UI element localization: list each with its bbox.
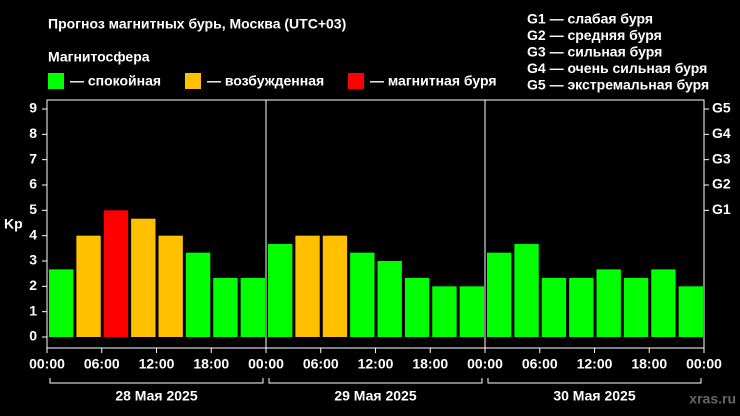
legend-label: — спокойная — [70, 73, 161, 89]
x-tick-label: 00:00 — [248, 356, 284, 372]
storm-level: G5 — экстремальная буря — [527, 77, 709, 93]
bar — [514, 244, 539, 337]
storm-level: G3 — сильная буря — [527, 44, 662, 60]
day-label: 28 Мая 2025 — [115, 388, 197, 404]
day-bracket — [487, 378, 702, 384]
x-tick-label: 18:00 — [631, 356, 667, 372]
legend-title: Магнитосфера — [48, 49, 150, 65]
y-tick-label: 0 — [29, 328, 37, 344]
y-tick-label: 8 — [29, 125, 37, 141]
bar — [459, 286, 484, 337]
x-tick-label: 12:00 — [139, 356, 175, 372]
y-tick-label: 1 — [29, 302, 37, 318]
bar — [678, 286, 703, 337]
legend-swatch — [48, 73, 64, 89]
day-bracket — [49, 378, 264, 384]
bar — [432, 286, 457, 337]
storm-level: G4 — очень сильная буря — [527, 60, 707, 76]
legend-label: — магнитная буря — [370, 73, 497, 89]
x-tick-label: 06:00 — [84, 356, 120, 372]
bar — [404, 277, 430, 337]
y2-tick-label: G2 — [712, 176, 731, 192]
chart-title: Прогноз магнитных бурь, Москва (UTC+03) — [48, 16, 346, 32]
bar — [295, 235, 320, 337]
bar — [623, 277, 649, 337]
bar — [350, 252, 375, 337]
y-tick-label: 9 — [29, 100, 37, 116]
x-tick-label: 00:00 — [467, 356, 503, 372]
y-tick-label: 5 — [29, 201, 37, 217]
bar — [569, 277, 594, 337]
legend-label: — возбужденная — [207, 73, 324, 89]
legend-swatch — [185, 73, 201, 89]
y-tick-label: 3 — [29, 252, 37, 268]
y-tick-label: 7 — [29, 150, 37, 166]
bar — [131, 218, 156, 337]
day-label: 30 Мая 2025 — [553, 388, 635, 404]
y-tick-label: 2 — [29, 277, 37, 293]
day-label: 29 Мая 2025 — [334, 388, 416, 404]
storm-level: G1 — слабая буря — [527, 11, 653, 27]
bar — [49, 269, 74, 337]
bar — [185, 252, 211, 337]
bar — [377, 261, 402, 337]
legend-swatch — [348, 73, 364, 89]
bar — [158, 235, 183, 337]
x-tick-label: 18:00 — [193, 356, 229, 372]
day-bracket — [268, 378, 483, 384]
x-tick-label: 12:00 — [358, 356, 394, 372]
y2-tick-label: G3 — [712, 150, 731, 166]
bar — [322, 235, 348, 337]
y-axis-label: Kp — [4, 216, 23, 232]
bar — [268, 244, 293, 337]
bar — [76, 235, 101, 337]
watermark: xras.ru — [689, 391, 736, 407]
bar — [103, 210, 129, 337]
y2-tick-label: G5 — [712, 100, 731, 116]
x-tick-label: 00:00 — [29, 356, 65, 372]
y-tick-label: 4 — [29, 226, 37, 242]
y2-tick-label: G1 — [712, 201, 731, 217]
x-tick-label: 00:00 — [686, 356, 722, 372]
x-tick-label: 18:00 — [412, 356, 448, 372]
bar — [213, 277, 238, 337]
x-tick-label: 06:00 — [522, 356, 558, 372]
x-tick-label: 12:00 — [577, 356, 613, 372]
bar — [541, 277, 567, 337]
storm-level: G2 — средняя буря — [527, 27, 662, 43]
y2-tick-label: G4 — [712, 125, 731, 141]
x-tick-label: 06:00 — [303, 356, 339, 372]
bar — [651, 269, 676, 337]
bar — [240, 277, 265, 337]
bar — [487, 252, 512, 337]
y-tick-label: 6 — [29, 176, 37, 192]
bar — [596, 269, 621, 337]
